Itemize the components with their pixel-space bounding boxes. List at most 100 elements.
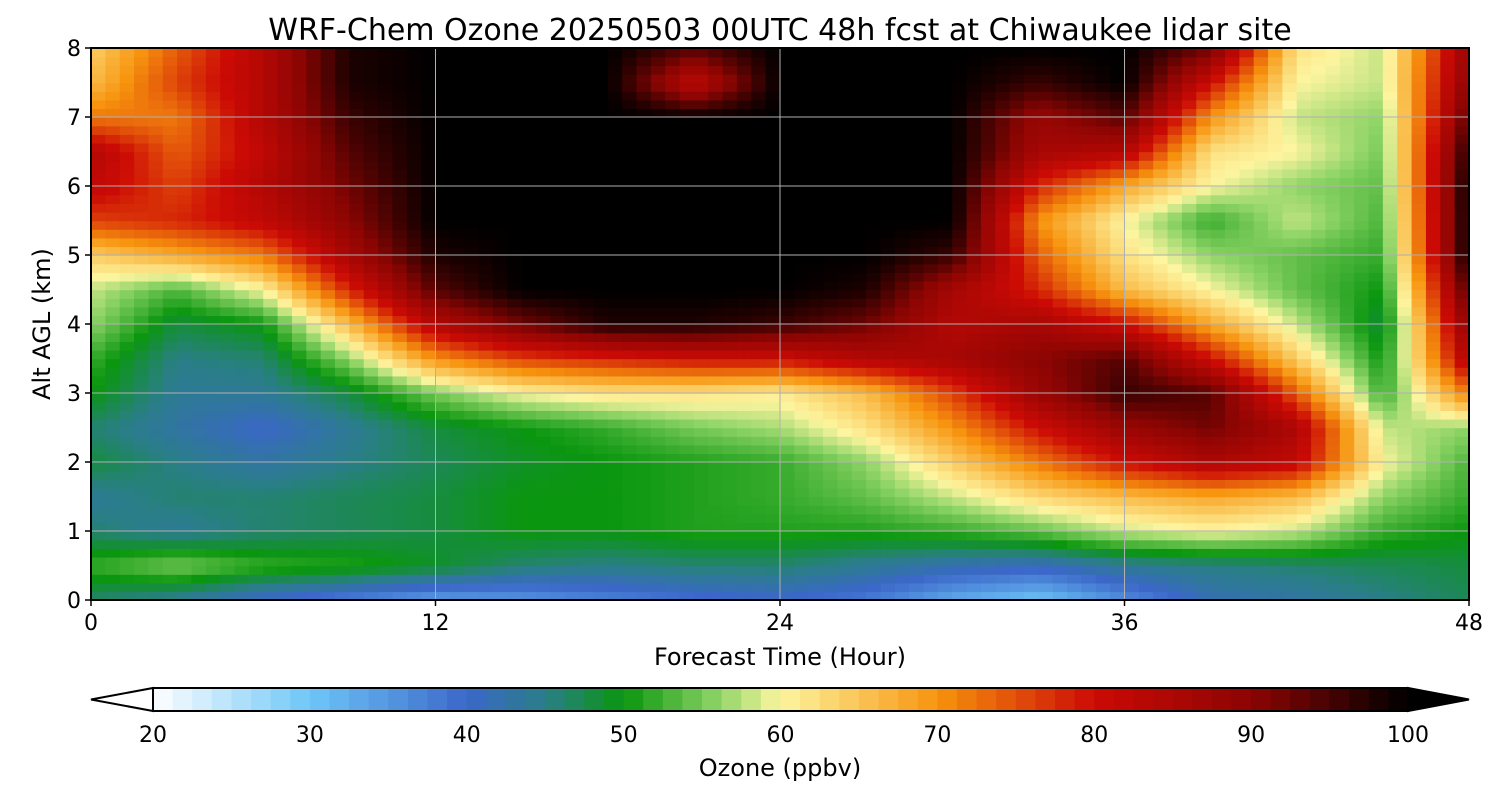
heatmap-cell [880, 315, 896, 325]
heatmap-cell [277, 237, 293, 248]
heatmap-cell [1038, 565, 1054, 575]
heatmap-cell [1397, 246, 1413, 256]
heatmap-cell [1282, 591, 1298, 601]
heatmap-cell [320, 289, 336, 299]
heatmap-cell [492, 531, 508, 541]
heatmap-cell [435, 522, 451, 532]
heatmap-cell [1296, 531, 1312, 541]
heatmap-cell [1282, 186, 1298, 196]
heatmap-cell [91, 522, 107, 532]
heatmap-cell [1339, 427, 1355, 437]
heatmap-cell [449, 255, 465, 265]
heatmap-cell [248, 246, 264, 256]
heatmap-cell [722, 410, 738, 420]
heatmap-cell [392, 177, 408, 187]
heatmap-cell [205, 479, 221, 489]
heatmap-cell [291, 220, 308, 230]
heatmap-cell [1181, 410, 1197, 420]
heatmap-cell [263, 324, 279, 334]
heatmap-cell [1081, 548, 1097, 558]
heatmap-cell [1296, 151, 1312, 161]
heatmap-cell [665, 298, 681, 308]
heatmap-cell [492, 453, 508, 463]
heatmap-cell [105, 142, 121, 153]
heatmap-cell [378, 177, 394, 187]
heatmap-cell [306, 444, 322, 455]
heatmap-cell [363, 436, 379, 446]
heatmap-cell [335, 444, 351, 455]
heatmap-cell [1440, 410, 1456, 420]
heatmap-cell [478, 194, 494, 204]
heatmap-cell [1354, 505, 1370, 515]
heatmap-cell [1067, 427, 1083, 437]
heatmap-cell [435, 315, 451, 325]
heatmap-cell [1296, 436, 1312, 446]
heatmap-cell [335, 462, 351, 472]
heatmap-cell [1425, 341, 1441, 351]
heatmap-cell [277, 280, 293, 291]
heatmap-cell [736, 565, 752, 575]
heatmap-cell [1224, 151, 1241, 161]
heatmap-cell [406, 436, 422, 446]
heatmap-cell [1454, 565, 1470, 575]
heatmap-cell [1368, 393, 1384, 403]
heatmap-cell [349, 410, 365, 420]
heatmap-cell [349, 367, 365, 377]
heatmap-cell [1253, 298, 1269, 308]
heatmap-cell [966, 393, 982, 403]
heatmap-cell [148, 479, 164, 489]
heatmap-cell [1224, 479, 1241, 489]
heatmap-cell [1081, 229, 1097, 239]
heatmap-cell [1038, 401, 1054, 411]
heatmap-cell [1009, 358, 1025, 368]
heatmap-cell [449, 436, 465, 446]
heatmap-cell [751, 237, 767, 248]
heatmap-cell [880, 237, 896, 248]
heatmap-cell [1339, 479, 1355, 489]
heatmap-cell [693, 349, 709, 360]
heatmap-cell [564, 211, 580, 222]
heatmap-cell [894, 229, 910, 239]
heatmap-cell [406, 522, 422, 532]
heatmap-cell [1167, 211, 1183, 222]
heatmap-cell [736, 410, 752, 420]
heatmap-cell [1024, 384, 1040, 394]
heatmap-cell [1167, 375, 1183, 386]
heatmap-cell [679, 332, 695, 342]
heatmap-cell [335, 453, 351, 463]
heatmap-cell [622, 358, 638, 368]
heatmap-cell [119, 263, 135, 273]
heatmap-cell [464, 401, 480, 411]
heatmap-cell [1425, 548, 1441, 558]
heatmap-cell [291, 384, 308, 394]
heatmap-cell [665, 548, 681, 558]
heatmap-cell [995, 306, 1011, 317]
heatmap-cell [291, 401, 308, 411]
heatmap-cell [1425, 203, 1441, 213]
heatmap-cell [923, 272, 939, 282]
heatmap-cell [363, 151, 379, 161]
heatmap-cell [980, 453, 997, 463]
heatmap-cell [1038, 229, 1054, 239]
heatmap-cell [1425, 229, 1441, 239]
heatmap-cell [1196, 487, 1212, 498]
heatmap-cell [765, 151, 781, 161]
heatmap-cell [564, 237, 580, 248]
heatmap-cell [1095, 565, 1111, 575]
heatmap-cell [1339, 548, 1355, 558]
heatmap-cell [1038, 367, 1054, 377]
heatmap-cell [449, 591, 465, 601]
heatmap-cell [607, 410, 623, 420]
heatmap-cell [794, 548, 810, 558]
heatmap-cell [736, 211, 752, 222]
heatmap-cell [765, 367, 781, 377]
heatmap-cell [966, 306, 982, 317]
heatmap-cell [1253, 324, 1269, 334]
heatmap-cell [622, 582, 638, 593]
heatmap-cell [909, 324, 925, 334]
heatmap-cell [1124, 591, 1140, 601]
heatmap-cell [277, 315, 293, 325]
heatmap-cell [507, 393, 523, 403]
heatmap-cell [1339, 470, 1355, 480]
